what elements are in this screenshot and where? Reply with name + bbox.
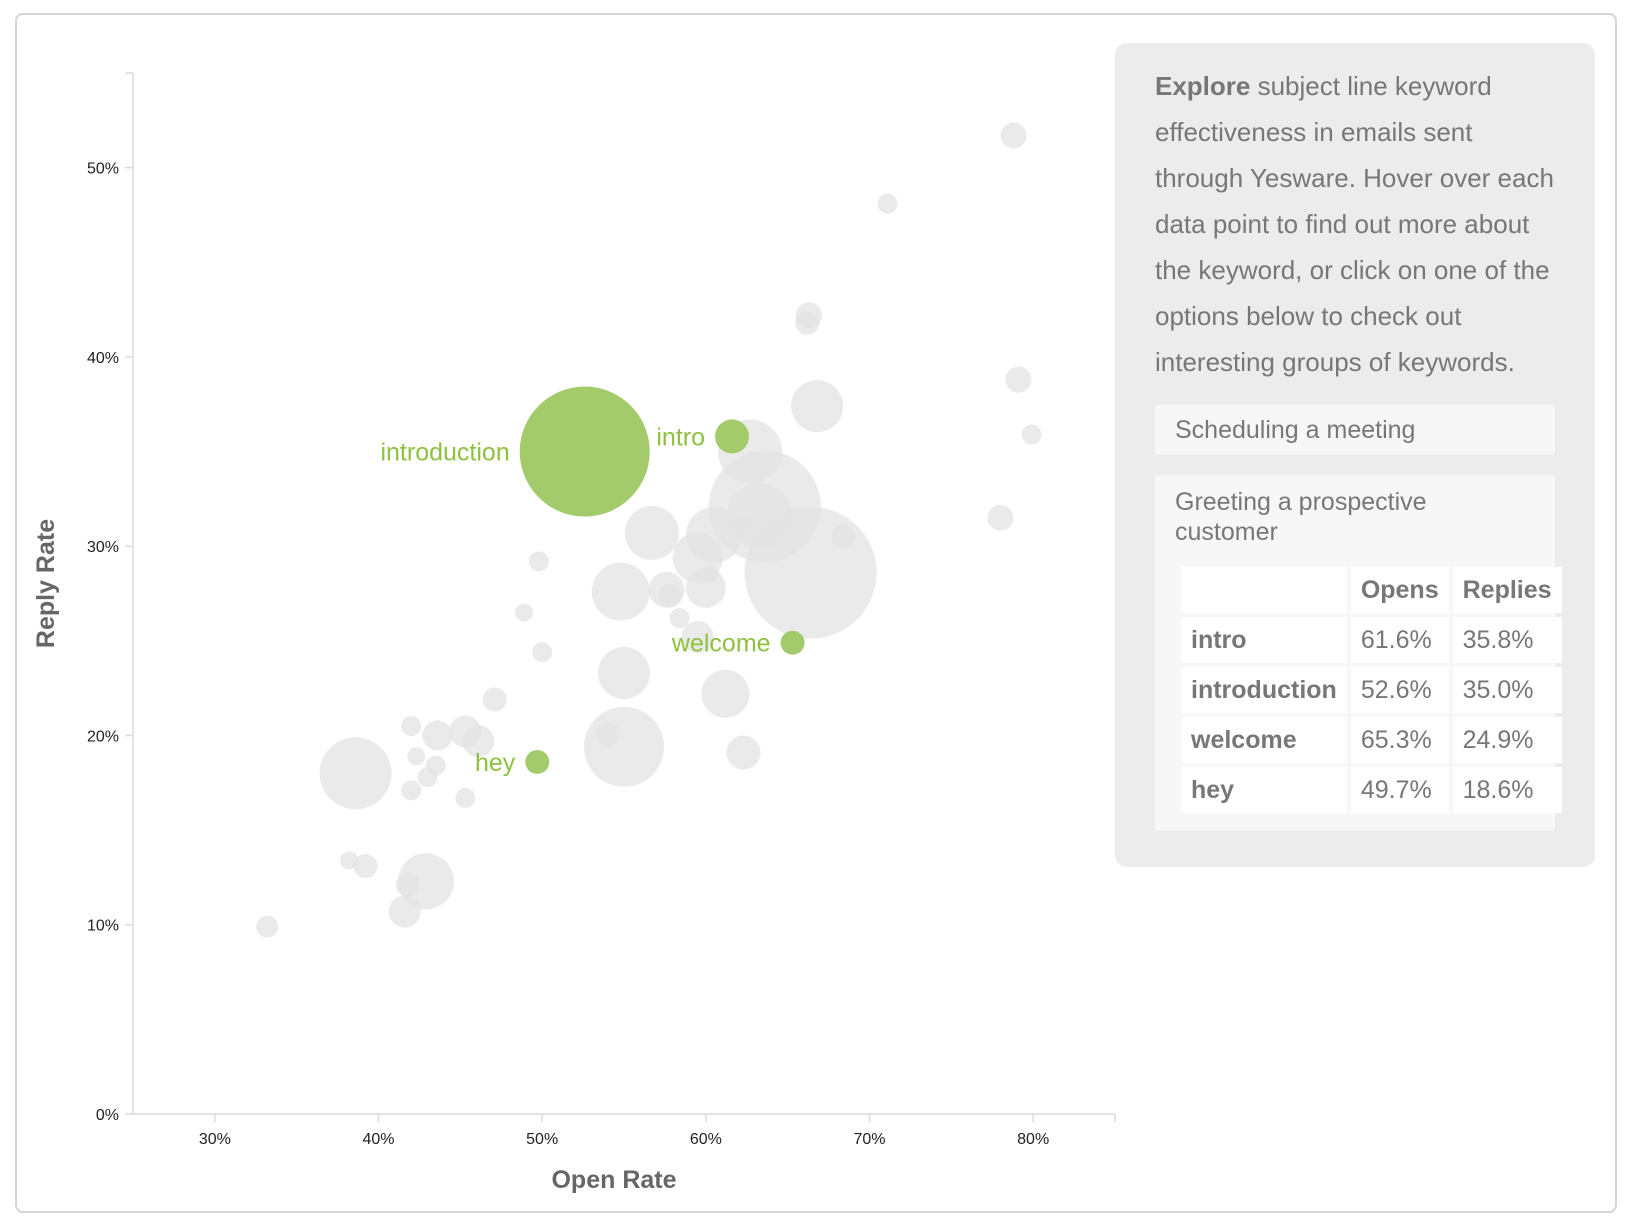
y-axis-title: Reply Rate [32, 519, 60, 648]
bubble[interactable] [584, 706, 664, 787]
bubble[interactable] [256, 915, 279, 938]
option-scheduling-a-meeting[interactable]: Scheduling a meeting [1155, 405, 1555, 455]
y-tick-label: 0% [96, 1107, 119, 1124]
bubble-label-hey: hey [475, 749, 516, 777]
bubble[interactable] [795, 302, 822, 329]
axes: 0% 10% 20% 30% 40% 50% 30% 40% 50% 60% 70% 80% [87, 72, 1116, 1148]
option-greeting-a-prospective-customer[interactable]: Greeting a prospective customer Opens Re… [1155, 475, 1562, 831]
highlighted-bubble-intro[interactable] [715, 419, 750, 454]
x-tick-label: 70% [853, 1131, 885, 1148]
bubble[interactable] [407, 747, 426, 766]
x-axis-title: Open Rate [551, 1166, 676, 1194]
table-cell-replies: 24.9% [1452, 717, 1562, 763]
table-header-keyword [1181, 567, 1347, 613]
bubble[interactable] [1005, 366, 1032, 393]
y-tick-label: 50% [87, 161, 119, 178]
table-header-opens: Opens [1350, 567, 1449, 613]
table-row: intro 61.6% 35.8% [1181, 617, 1562, 663]
bubble[interactable] [701, 669, 750, 718]
x-tick-label: 60% [690, 1131, 722, 1148]
bubble[interactable] [791, 380, 844, 433]
bubble[interactable] [319, 737, 392, 810]
table-header-replies: Replies [1452, 567, 1562, 613]
table-row: welcome 65.3% 24.9% [1181, 717, 1562, 763]
table-cell-replies: 18.6% [1452, 767, 1562, 813]
table-row: introduction 52.6% 35.0% [1181, 667, 1562, 713]
table-cell-keyword: hey [1181, 767, 1347, 813]
bubble[interactable] [422, 720, 453, 751]
y-tick-label: 40% [87, 350, 119, 367]
table-cell-replies: 35.0% [1452, 667, 1562, 713]
x-tick-label: 50% [526, 1131, 558, 1148]
bubble[interactable] [669, 608, 690, 629]
table-cell-opens: 52.6% [1350, 667, 1449, 713]
bubble[interactable] [1021, 424, 1042, 445]
bubble-label-welcome: welcome [671, 630, 771, 658]
info-panel: Explore subject line keyword effectivene… [1115, 43, 1595, 867]
x-tick-label: 80% [1017, 1131, 1049, 1148]
bubble[interactable] [482, 687, 507, 712]
panel-intro-bold: Explore [1155, 71, 1251, 101]
bubble[interactable] [353, 854, 378, 879]
y-tick-label: 30% [87, 539, 119, 556]
highlighted-bubble-introduction[interactable] [519, 386, 650, 517]
bubble[interactable] [987, 504, 1014, 531]
bubble-label-introduction: introduction [380, 439, 509, 467]
y-tick-label: 10% [87, 918, 119, 935]
bubble[interactable] [528, 551, 549, 572]
panel-description: Explore subject line keyword effectivene… [1155, 63, 1555, 385]
bubble[interactable] [726, 735, 761, 770]
highlighted-bubbles: intro introduction welcome hey [380, 386, 805, 777]
panel-intro-text: subject line keyword effectiveness in em… [1155, 71, 1554, 377]
bubble[interactable] [831, 524, 856, 549]
bubble[interactable] [657, 583, 682, 608]
bubble[interactable] [425, 755, 446, 776]
bubbles [256, 122, 1042, 938]
table-cell-keyword: introduction [1181, 667, 1347, 713]
bubble[interactable] [744, 506, 877, 639]
bubble[interactable] [515, 603, 534, 622]
bubble[interactable] [532, 642, 553, 663]
y-tick-label: 20% [87, 728, 119, 745]
bubble-label-intro: intro [656, 423, 705, 451]
table-header-row: Opens Replies [1181, 567, 1562, 613]
table-cell-opens: 61.6% [1350, 617, 1449, 663]
table-cell-opens: 49.7% [1350, 767, 1449, 813]
highlighted-bubble-welcome[interactable] [780, 630, 805, 655]
option-label: Greeting a prospective customer [1175, 488, 1427, 546]
bubble[interactable] [1000, 122, 1027, 149]
bubble[interactable] [681, 621, 714, 654]
x-tick-label: 30% [199, 1131, 231, 1148]
table-cell-replies: 35.8% [1452, 617, 1562, 663]
bubble[interactable] [397, 853, 454, 910]
table-cell-keyword: welcome [1181, 717, 1347, 763]
bubble[interactable] [700, 565, 719, 584]
table-row: hey 49.7% 18.6% [1181, 767, 1562, 813]
keyword-table: Opens Replies intro 61.6% 35.8% introduc… [1177, 563, 1566, 817]
table-cell-keyword: intro [1181, 617, 1347, 663]
bubble[interactable] [462, 725, 495, 758]
table-cell-opens: 65.3% [1350, 717, 1449, 763]
bubble[interactable] [598, 646, 650, 699]
bubble[interactable] [401, 715, 422, 736]
x-tick-label: 40% [362, 1131, 394, 1148]
bubble[interactable] [455, 787, 476, 808]
bubble[interactable] [624, 505, 679, 560]
bubble[interactable] [877, 193, 898, 214]
highlighted-bubble-hey[interactable] [525, 749, 550, 774]
bubble[interactable] [401, 780, 422, 801]
bubble[interactable] [591, 562, 650, 621]
